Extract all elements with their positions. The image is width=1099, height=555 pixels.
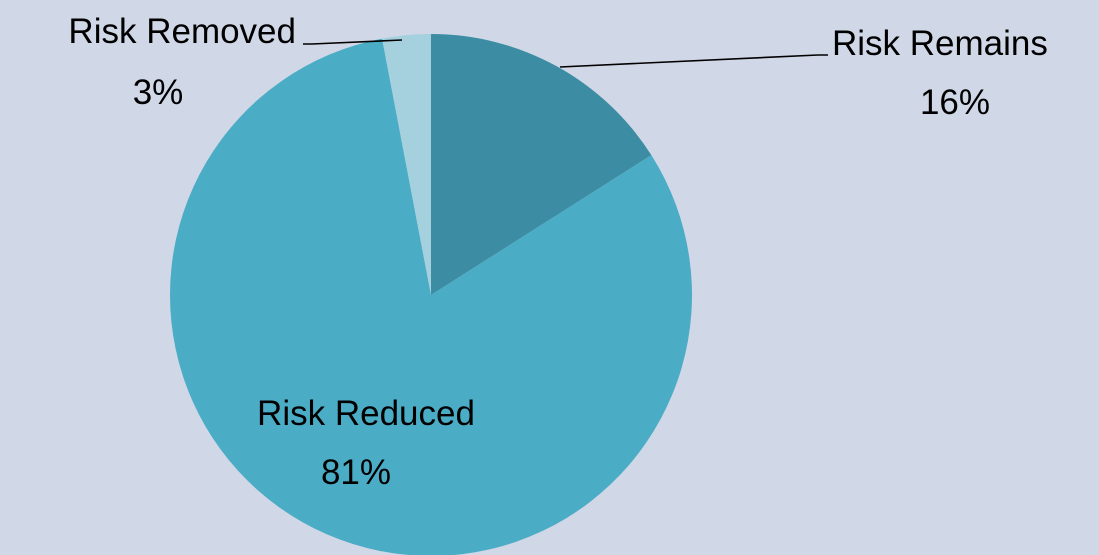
slice-label-risk-removed: Risk Removed: [68, 12, 296, 51]
pie-slice-risk-reduced: [170, 38, 692, 555]
pie-slice-risk-remains: [431, 34, 652, 295]
pie-labels: Risk Remains 16% Risk Reduced 81% Risk R…: [68, 12, 1047, 492]
leader-line-risk-removed: [303, 39, 403, 45]
leader-line-risk-remains: [559, 54, 828, 68]
slice-value-risk-removed: 3%: [133, 73, 184, 112]
pie-slice-risk-removed: [382, 34, 431, 295]
slice-label-risk-reduced: Risk Reduced: [257, 394, 475, 433]
slice-label-risk-remains: Risk Remains: [832, 24, 1048, 63]
slice-value-risk-remains: 16%: [920, 83, 990, 122]
pie-slices: [170, 34, 692, 555]
slice-value-risk-reduced: 81%: [321, 453, 391, 492]
